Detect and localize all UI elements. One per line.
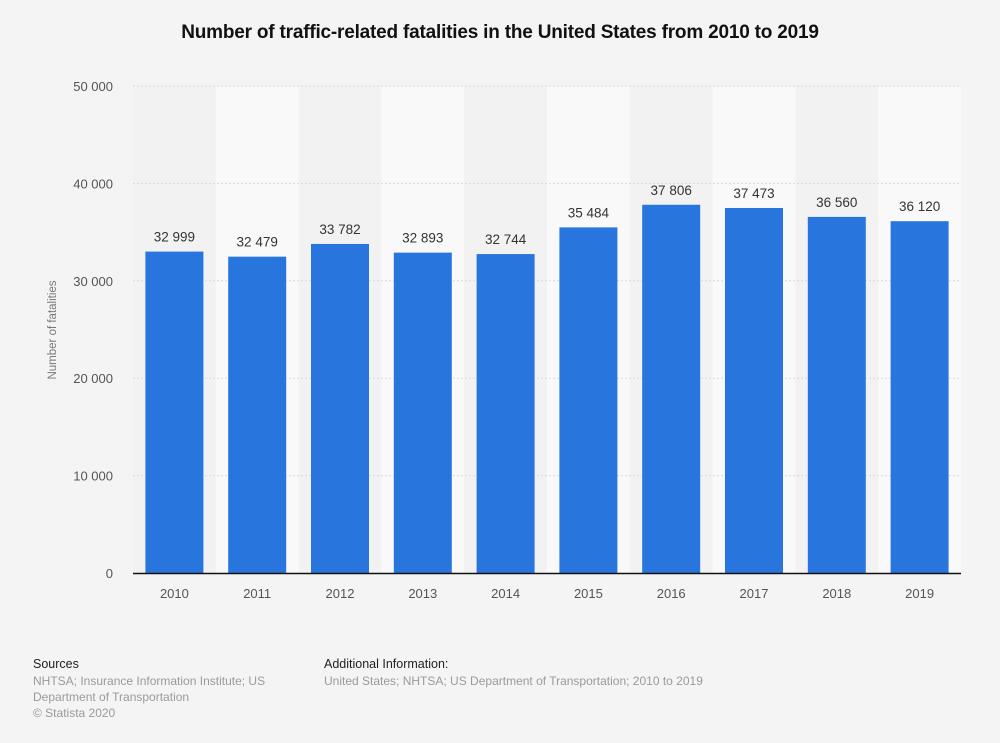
- bar: [476, 254, 535, 574]
- data-label: 32 479: [237, 235, 278, 250]
- data-label: 36 120: [899, 199, 940, 214]
- bar: [807, 216, 866, 574]
- data-label: 37 806: [651, 183, 692, 198]
- bar: [228, 256, 287, 573]
- y-tick-label: 10 000: [73, 469, 113, 484]
- x-tick-label: 2014: [491, 586, 520, 601]
- bar: [890, 221, 949, 573]
- bar: [559, 227, 618, 573]
- x-tick-label: 2010: [160, 586, 189, 601]
- sources-text: NHTSA; Insurance Information Institute; …: [33, 673, 265, 721]
- sources-line-1: NHTSA; Insurance Information Institute; …: [33, 674, 266, 688]
- additional-info-heading: Additional Information:: [324, 657, 449, 671]
- data-label: 35 484: [568, 205, 610, 220]
- x-tick-label: 2013: [408, 586, 437, 601]
- x-tick-label: 2018: [822, 586, 851, 601]
- additional-info-text: United States; NHTSA; US Department of T…: [324, 674, 703, 688]
- x-tick-label: 2011: [243, 586, 271, 601]
- y-tick-label: 0: [106, 566, 113, 581]
- x-axis-ticks: 2010 2011 2012 2013 2014 2015 2016 2017 2018 2019: [160, 586, 934, 601]
- sources-line-2: Department of Transportation: [33, 690, 190, 704]
- sources-heading: Sources: [33, 657, 79, 671]
- y-tick-label: 30 000: [73, 274, 113, 289]
- bar: [311, 243, 369, 573]
- x-tick-label: 2019: [905, 586, 934, 601]
- copyright-link[interactable]: © Statista 2020: [33, 706, 116, 720]
- y-axis-label: Number of fatalities: [47, 280, 59, 379]
- bar: [642, 204, 701, 573]
- data-label: 33 782: [319, 222, 360, 237]
- data-label: 32 744: [485, 232, 527, 247]
- bar: [725, 208, 783, 573]
- data-label: 32 999: [154, 230, 195, 245]
- data-label: 37 473: [733, 186, 774, 201]
- x-tick-label: 2015: [574, 586, 603, 601]
- y-tick-label: 50 000: [73, 79, 113, 94]
- data-label: 32 893: [402, 231, 443, 246]
- bar-chart: 32 999 32 479 33 782 32 893 32 744 35 484 37 8…: [47, 79, 961, 601]
- data-label: 36 560: [816, 195, 857, 210]
- data-labels: 32 999 32 479 33 782 32 893 32 744 35 484 37 8…: [154, 183, 940, 250]
- y-tick-label: 40 000: [73, 176, 113, 191]
- bar: [145, 251, 204, 574]
- bars: [145, 204, 949, 574]
- x-tick-label: 2012: [326, 586, 355, 601]
- chart-title: Number of traffic-related fatalities in …: [181, 22, 819, 43]
- x-tick-label: 2016: [657, 586, 686, 601]
- y-tick-label: 20 000: [73, 371, 113, 386]
- x-tick-label: 2017: [740, 586, 769, 601]
- bar: [393, 252, 452, 573]
- y-axis-ticks: 0 10 000 20 000 30 000 40 000 50 000: [73, 79, 113, 581]
